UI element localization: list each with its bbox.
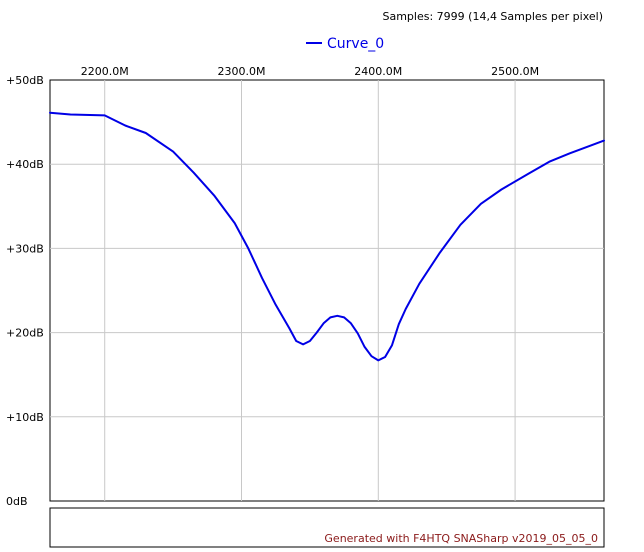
- x-tick-label: 2300.0M: [218, 65, 266, 78]
- grid-lines: [50, 80, 604, 501]
- legend-entry-curve-0: Curve_0: [327, 36, 384, 52]
- legend: Curve_0: [306, 36, 384, 52]
- y-tick-label: +20dB: [6, 327, 44, 340]
- footer-box: [49, 507, 605, 548]
- x-tick-label: 2400.0M: [354, 65, 402, 78]
- footer-credit: Generated with F4HTQ SNASharp v2019_05_0…: [324, 532, 598, 545]
- y-axis-ticks: 0dB +10dB +20dB +30dB +40dB +50dB: [6, 74, 44, 508]
- samples-info: Samples: 7999 (14,4 Samples per pixel): [382, 10, 603, 23]
- series-line-0: [49, 111, 605, 362]
- x-axis-ticks: 2200.0M 2300.0M 2400.0M 2500.0M: [81, 65, 539, 78]
- x-tick-label: 2200.0M: [81, 65, 129, 78]
- y-tick-label: +40dB: [6, 158, 44, 171]
- y-tick-label: +50dB: [6, 74, 44, 87]
- plot-area: [49, 79, 605, 502]
- y-tick-label: +10dB: [6, 411, 44, 424]
- series-layer: [49, 111, 605, 362]
- y-tick-label: 0dB: [6, 495, 28, 508]
- y-tick-label: +30dB: [6, 242, 44, 255]
- x-tick-label: 2500.0M: [491, 65, 539, 78]
